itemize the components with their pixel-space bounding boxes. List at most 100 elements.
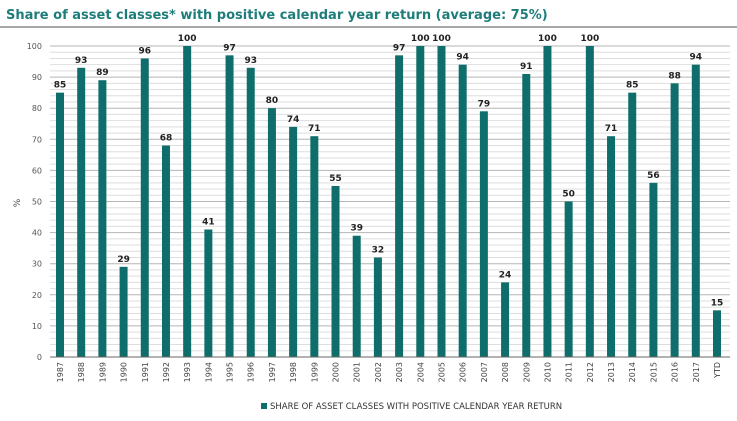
x-tick-label: 2010 bbox=[543, 362, 552, 382]
data-label: 15 bbox=[711, 298, 724, 308]
y-tick-label: 10 bbox=[32, 322, 42, 331]
x-tick-label: 1996 bbox=[247, 362, 256, 382]
bar bbox=[331, 185, 340, 357]
x-tick-label: 1992 bbox=[162, 362, 171, 382]
data-label: 74 bbox=[287, 115, 300, 125]
bar bbox=[437, 46, 446, 357]
data-label: 71 bbox=[605, 124, 618, 134]
legend-label: SHARE OF ASSET CLASSES WITH POSITIVE CAL… bbox=[270, 402, 562, 412]
data-label: 94 bbox=[690, 53, 703, 63]
chart-title: Share of asset classes* with positive ca… bbox=[6, 8, 548, 23]
bar bbox=[628, 92, 637, 358]
bar bbox=[373, 257, 382, 357]
bar bbox=[183, 46, 192, 357]
data-label: 79 bbox=[478, 99, 491, 109]
data-label: 89 bbox=[96, 68, 109, 78]
bar bbox=[225, 55, 234, 358]
data-label: 80 bbox=[266, 96, 279, 106]
x-tick-label: 2017 bbox=[692, 362, 701, 382]
data-label: 100 bbox=[538, 34, 557, 44]
x-tick-label: 2011 bbox=[565, 362, 574, 382]
bar bbox=[267, 108, 276, 357]
bar bbox=[310, 136, 319, 357]
x-tick-label: 2012 bbox=[586, 362, 595, 382]
x-tick-label: 1997 bbox=[268, 362, 277, 382]
bar bbox=[479, 111, 488, 357]
data-label: 32 bbox=[372, 245, 385, 255]
x-tick-label: 1987 bbox=[56, 362, 65, 382]
x-tick-label: 2000 bbox=[332, 362, 341, 382]
bar bbox=[522, 73, 531, 358]
data-label: 29 bbox=[117, 255, 130, 265]
x-tick-label: 2014 bbox=[628, 362, 637, 382]
x-tick-label: 1999 bbox=[310, 362, 319, 382]
data-label: 93 bbox=[244, 56, 257, 66]
x-tick-label: 2006 bbox=[459, 362, 468, 382]
y-axis: 0 10 20 30 40 50 60 70 80 90 100 bbox=[27, 42, 42, 362]
data-label: 97 bbox=[223, 43, 236, 53]
x-tick-label: 2007 bbox=[480, 362, 489, 382]
bar bbox=[607, 136, 616, 357]
x-axis: 1987 1988 1989 1990 1991 1992 1993 1994 1995 1996… bbox=[50, 356, 730, 382]
bar bbox=[585, 46, 594, 357]
x-tick-label: 1989 bbox=[98, 362, 107, 382]
y-tick-label: 0 bbox=[37, 353, 42, 362]
data-label: 85 bbox=[626, 81, 639, 91]
data-label: 41 bbox=[202, 217, 215, 227]
x-tick-label: 2005 bbox=[437, 362, 446, 382]
x-tick-label: 1993 bbox=[183, 362, 192, 382]
bar bbox=[543, 46, 552, 357]
gridlines bbox=[50, 45, 730, 358]
x-tick-label: 1998 bbox=[289, 362, 298, 382]
data-label: 93 bbox=[75, 56, 88, 66]
x-tick-label: 2001 bbox=[353, 362, 362, 382]
bar bbox=[564, 201, 573, 357]
data-label: 91 bbox=[520, 62, 533, 72]
y-tick-label: 20 bbox=[32, 291, 42, 300]
bar bbox=[352, 235, 361, 357]
bar bbox=[691, 64, 700, 357]
data-label: 94 bbox=[456, 53, 469, 63]
bar bbox=[713, 310, 721, 357]
x-tick-label: 2009 bbox=[522, 362, 531, 382]
y-tick-label: 50 bbox=[32, 198, 42, 207]
x-tick-label: 1991 bbox=[141, 362, 150, 382]
x-tick-label: 2004 bbox=[416, 362, 425, 382]
x-tick-label: 2015 bbox=[649, 362, 658, 382]
y-tick-label: 80 bbox=[32, 104, 42, 113]
x-tick-label: 2013 bbox=[607, 362, 616, 382]
bar bbox=[289, 126, 298, 357]
bar bbox=[395, 55, 404, 358]
data-label: 88 bbox=[668, 71, 681, 81]
bar bbox=[98, 80, 107, 358]
x-tick-label: 2008 bbox=[501, 362, 510, 382]
y-tick-label: 30 bbox=[32, 260, 42, 269]
data-label: 97 bbox=[393, 43, 406, 53]
bar bbox=[246, 67, 255, 358]
y-tick-label: 60 bbox=[32, 166, 42, 175]
x-tick-label: 2003 bbox=[395, 362, 404, 382]
x-tick-label: 1988 bbox=[77, 362, 86, 382]
x-tick-label: YTD bbox=[713, 362, 722, 379]
x-tick-label: 1994 bbox=[204, 362, 213, 382]
legend: SHARE OF ASSET CLASSES WITH POSITIVE CAL… bbox=[261, 402, 562, 412]
bar bbox=[77, 67, 86, 358]
legend-swatch bbox=[261, 403, 267, 409]
bar bbox=[501, 282, 510, 357]
data-label: 96 bbox=[139, 46, 152, 56]
x-tick-label: 1995 bbox=[226, 362, 235, 382]
data-label: 50 bbox=[562, 190, 575, 200]
data-label: 71 bbox=[308, 124, 321, 134]
bar bbox=[161, 145, 170, 357]
y-tick-label: 70 bbox=[32, 135, 42, 144]
y-tick-label: 100 bbox=[27, 42, 42, 51]
data-label: 100 bbox=[178, 34, 197, 44]
x-tick-label: 1990 bbox=[120, 362, 129, 382]
data-label: 100 bbox=[411, 34, 430, 44]
y-tick-label: 40 bbox=[32, 229, 42, 238]
y-axis-label: % bbox=[13, 198, 23, 207]
bar bbox=[649, 182, 658, 357]
data-label: 56 bbox=[647, 171, 660, 181]
